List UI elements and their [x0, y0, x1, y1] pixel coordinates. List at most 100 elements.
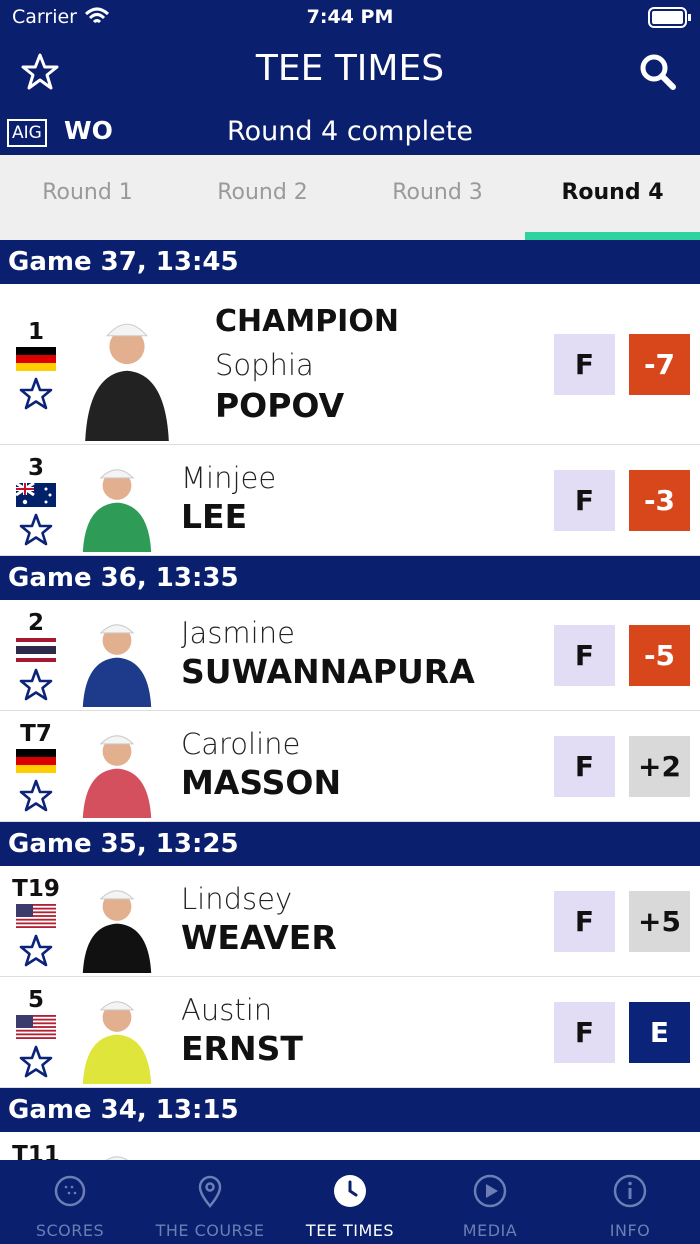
round-tab[interactable]: Round 4: [561, 180, 664, 205]
champion-badge: CHAMPION: [215, 304, 399, 339]
round-status: F: [554, 735, 615, 797]
flag-graphic: [16, 637, 56, 662]
tab-icon[interactable]: [53, 1174, 87, 1212]
score: -3: [629, 469, 690, 531]
tab-icon[interactable]: [613, 1174, 647, 1212]
flag: [16, 637, 56, 666]
round-status: F: [554, 624, 615, 686]
favorite-star[interactable]: [19, 1045, 53, 1083]
round-status: F: [554, 1001, 615, 1063]
tab-label[interactable]: TEE TIMES: [305, 1221, 395, 1240]
last-name: MASSON: [181, 762, 342, 802]
flag-graphic: [15, 481, 56, 507]
tab-icon[interactable]: [473, 1174, 507, 1212]
flag-graphic: [16, 1014, 56, 1039]
tab-label[interactable]: THE COURSE: [155, 1221, 265, 1240]
flag: [16, 346, 56, 375]
first-name: Austin: [181, 992, 273, 1027]
tab-icon-graphic: [473, 1174, 507, 1208]
player-row[interactable]: 2 Jasmine SUWANNAPURA F -5: [0, 600, 700, 711]
tab-label[interactable]: SCORES: [35, 1221, 105, 1240]
round-status: Round 4 complete: [227, 116, 473, 147]
player-row[interactable]: T7 Caroline MASSON F +2: [0, 711, 700, 822]
wifi-icon: [84, 7, 110, 24]
tab-icon[interactable]: [193, 1174, 227, 1212]
round-status: F: [554, 890, 615, 952]
game-header: Game 36, 13:35: [0, 556, 700, 600]
position: 2: [27, 609, 44, 636]
flag: [15, 481, 56, 511]
favorite-star-graphic: [19, 779, 53, 811]
logo-aig: AIG: [7, 119, 47, 147]
score: +2: [629, 735, 690, 797]
score: +5: [629, 890, 690, 952]
tab-icon-graphic: [613, 1174, 647, 1208]
favorite-star[interactable]: [19, 779, 53, 817]
player-photo: [72, 457, 162, 556]
round-tab-indicator: [525, 232, 700, 240]
flag: [16, 1014, 56, 1043]
position: 3: [27, 454, 44, 481]
game-header: Game 35, 13:25: [0, 822, 700, 866]
player-row[interactable]: T19 Lindsey WEAVER F +5: [0, 866, 700, 977]
first-name: Lindsey: [181, 881, 293, 916]
favorite-star-graphic: [19, 668, 53, 700]
favorite-star-graphic: [19, 934, 53, 966]
page-title: TEE TIMES: [255, 48, 445, 89]
flag-graphic: [16, 346, 56, 371]
header-bg: [0, 0, 700, 155]
player-photo-graphic: [82, 1001, 152, 1084]
player-photo-graphic: [82, 624, 152, 707]
favorite-star[interactable]: [19, 934, 53, 972]
player-photo: [72, 612, 162, 711]
score: -5: [629, 624, 690, 686]
battery-icon: [648, 7, 691, 28]
favorite-star[interactable]: [19, 513, 53, 551]
round-tab[interactable]: Round 1: [42, 180, 133, 205]
search-button[interactable]: [638, 52, 678, 92]
logo-wo: WO: [64, 116, 113, 145]
player-row[interactable]: 5 Austin ERNST F E: [0, 977, 700, 1088]
favorite-star[interactable]: [19, 668, 53, 706]
tab-icon-graphic: [54, 1175, 86, 1207]
first-name: Caroline: [181, 726, 301, 761]
last-name: SUWANNAPURA: [181, 651, 475, 691]
position: T19: [12, 875, 60, 902]
player-photo-graphic: [82, 735, 152, 818]
position: 1: [27, 318, 44, 345]
tab-label[interactable]: INFO: [609, 1221, 651, 1240]
score: E: [629, 1001, 690, 1063]
position: 5: [27, 986, 44, 1013]
flag-graphic: [16, 748, 56, 773]
tab-label[interactable]: MEDIA: [462, 1221, 518, 1240]
favorite-star[interactable]: [19, 377, 53, 415]
tab-icon-graphic: [198, 1175, 222, 1208]
player-photo-graphic: [82, 469, 152, 552]
first-name: Sophia: [215, 348, 314, 382]
player-row[interactable]: 3 Minjee LEE F -3: [0, 445, 700, 556]
player-photo: [72, 989, 162, 1088]
round-status: F: [554, 469, 615, 531]
flag-graphic: [16, 903, 56, 928]
favorites-button[interactable]: [20, 52, 60, 92]
player-photo-graphic: [82, 890, 152, 973]
favorite-star-graphic: [19, 513, 53, 545]
carrier: Carrier: [12, 6, 77, 28]
player-photo-graphic: [85, 323, 169, 441]
round-tabs: [0, 155, 700, 240]
first-name: Minjee: [181, 460, 277, 495]
position: T7: [20, 720, 52, 747]
round-tab[interactable]: Round 3: [392, 180, 483, 205]
tab-icon[interactable]: [333, 1174, 367, 1212]
score: -7: [629, 333, 690, 395]
player-photo: [72, 878, 162, 977]
game-header: Game 37, 13:45: [0, 240, 700, 284]
player-row[interactable]: 1 CHAMPION Sophia POPOV F -7: [0, 284, 700, 445]
round-tab[interactable]: Round 2: [217, 180, 308, 205]
flag: [16, 748, 56, 777]
favorite-star-graphic: [19, 1045, 53, 1077]
game-header: Game 34, 13:15: [0, 1088, 700, 1132]
clock: 7:44 PM: [306, 6, 394, 28]
last-name: WEAVER: [181, 917, 337, 957]
